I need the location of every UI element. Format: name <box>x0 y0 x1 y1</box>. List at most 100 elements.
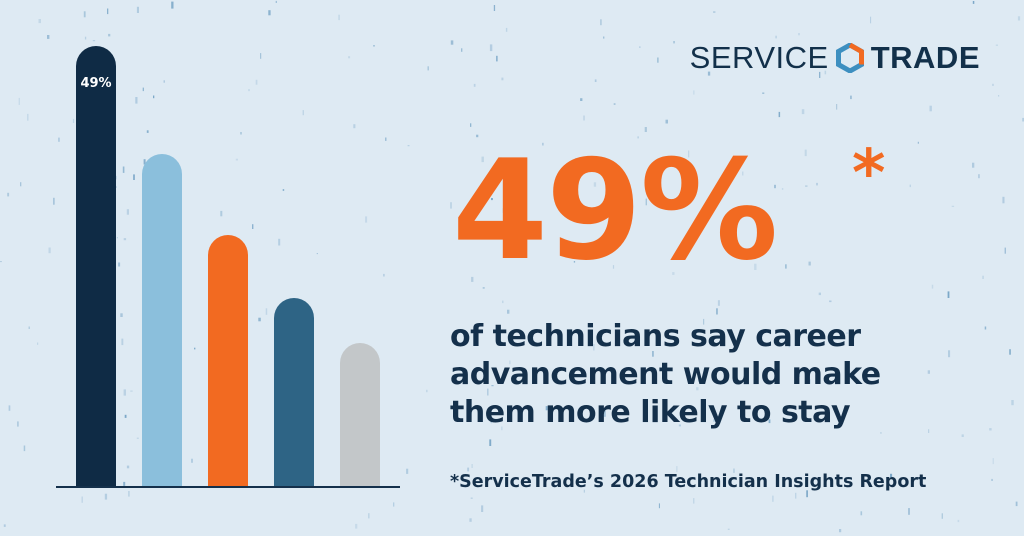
speckle <box>482 287 485 289</box>
speckle <box>984 326 987 330</box>
speckle <box>461 235 463 238</box>
speckle <box>507 309 510 314</box>
speckle <box>774 184 776 189</box>
speckle <box>624 206 626 208</box>
logo-word-trade: TRADE <box>870 40 980 75</box>
headline-subtext: of technicians say career advancement wo… <box>450 318 1010 432</box>
speckle <box>998 95 1000 97</box>
speckle <box>580 98 583 101</box>
speckle <box>365 216 368 223</box>
speckle <box>804 149 807 157</box>
speckle <box>1002 196 1005 204</box>
speckle <box>130 390 133 392</box>
speckle <box>791 416 794 420</box>
bar-1 <box>76 46 116 487</box>
speckle <box>617 215 620 221</box>
speckle <box>809 379 811 384</box>
speckle <box>501 77 504 81</box>
source-footnote: *ServiceTrade’s 2026 Technician Insights… <box>450 472 927 492</box>
speckle <box>116 237 118 239</box>
speckle <box>500 157 502 163</box>
speckle <box>826 411 828 416</box>
subtext-line-1: of technicians say career <box>450 319 861 354</box>
speckle <box>0 261 2 263</box>
speckle <box>135 97 138 104</box>
speckle <box>128 491 130 497</box>
speckle <box>560 177 562 183</box>
speckle <box>917 141 919 144</box>
speckle <box>461 48 463 52</box>
speckle <box>961 434 964 437</box>
speckle <box>17 421 19 427</box>
speckle <box>7 192 10 197</box>
speckle <box>467 467 470 472</box>
subtext-line-3: them more likely to stay <box>450 395 851 430</box>
speckle <box>765 343 768 345</box>
speckle <box>795 492 797 499</box>
speckle <box>27 113 29 121</box>
speckle <box>58 137 60 142</box>
speckle <box>493 5 496 11</box>
speckle <box>673 41 675 44</box>
speckle <box>522 221 525 228</box>
speckle <box>1011 400 1014 406</box>
speckle <box>781 188 784 190</box>
speckle <box>355 523 358 529</box>
speckle <box>72 118 75 123</box>
speckle <box>505 27 508 32</box>
speckle <box>338 14 340 21</box>
speckle <box>469 518 472 522</box>
speckle <box>754 263 757 270</box>
speckle <box>191 458 193 463</box>
speckle <box>171 1 174 9</box>
speckle <box>727 528 730 530</box>
speckle <box>481 505 484 512</box>
speckle <box>142 87 144 92</box>
speckle <box>798 371 801 377</box>
bar-data-label: 49% <box>80 76 111 91</box>
speckle <box>819 71 821 78</box>
speckle <box>123 389 126 396</box>
speckle <box>696 387 699 391</box>
speckle <box>107 8 109 15</box>
headline-stat: 49% <box>452 130 778 291</box>
speckle <box>836 104 838 110</box>
speckle <box>28 326 30 329</box>
speckle <box>136 437 139 439</box>
speckle <box>594 79 597 82</box>
speckle <box>824 70 827 75</box>
speckle <box>265 308 268 315</box>
speckle <box>846 332 849 334</box>
speckle <box>450 40 454 45</box>
speckle <box>678 424 681 427</box>
speckle <box>713 419 716 422</box>
speckle <box>805 185 808 187</box>
speckle <box>252 224 254 229</box>
speckle <box>639 46 641 48</box>
speckle <box>316 253 318 255</box>
speckle <box>937 62 940 68</box>
speckle <box>1004 247 1006 254</box>
speckle <box>491 385 494 387</box>
speckle <box>220 210 223 217</box>
speckle <box>707 71 711 76</box>
speckle <box>48 247 51 254</box>
speckle <box>733 468 735 473</box>
speckle <box>658 503 660 509</box>
speckle <box>126 465 130 469</box>
speckle <box>775 35 777 39</box>
speckle <box>583 115 585 121</box>
speckle <box>255 79 258 85</box>
speckle <box>870 16 872 24</box>
speckle <box>126 209 129 215</box>
speckle <box>989 428 992 431</box>
speckle <box>951 205 955 207</box>
speckle <box>982 275 984 279</box>
speckle <box>393 502 395 507</box>
speckle <box>476 134 479 138</box>
speckle <box>991 478 993 481</box>
speckle <box>153 95 155 99</box>
speckle <box>407 145 410 147</box>
speckle <box>816 182 818 186</box>
speckle <box>850 95 852 100</box>
